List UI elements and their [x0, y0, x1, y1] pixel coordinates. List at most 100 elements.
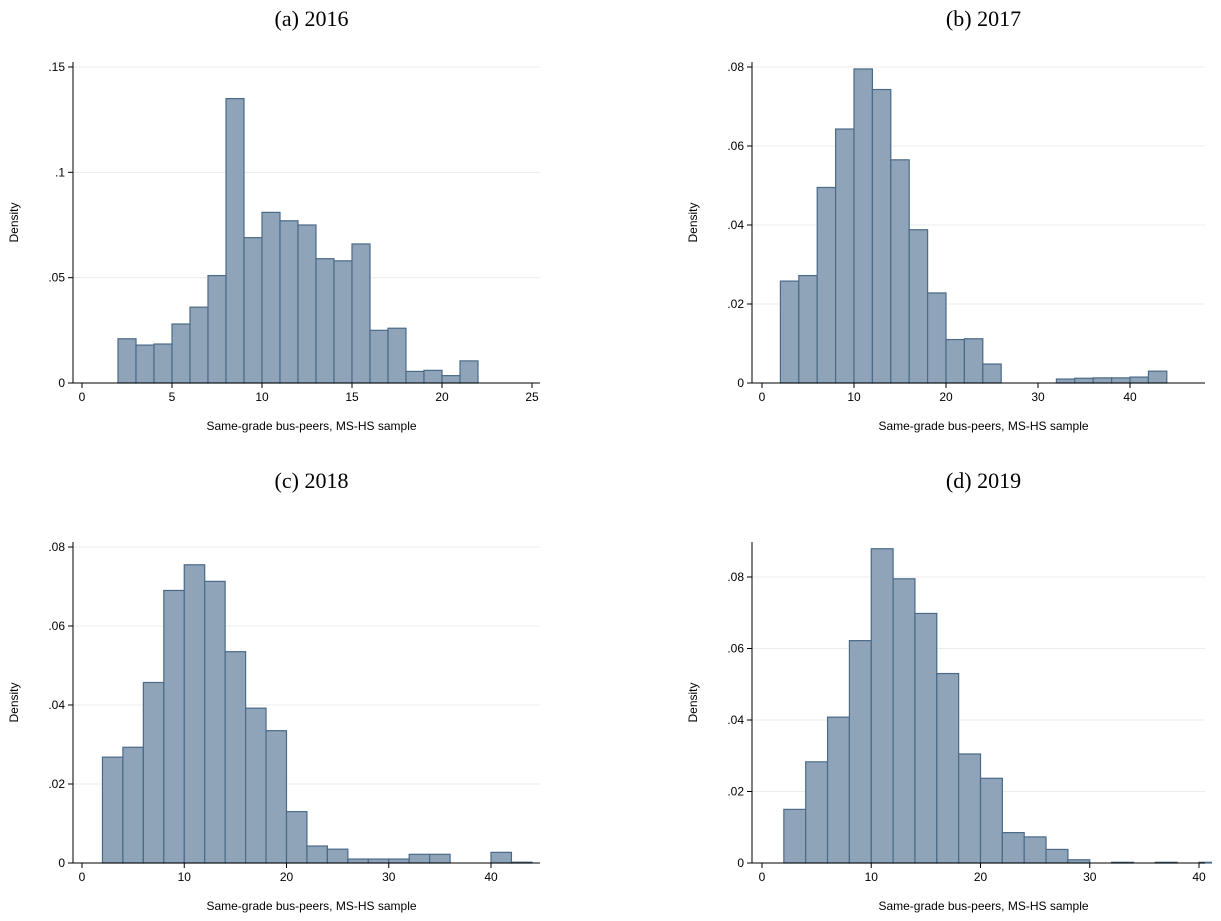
- x-tick-label: 20: [939, 390, 953, 404]
- y-axis-label: Density: [686, 202, 700, 242]
- y-axis-label: Density: [7, 202, 21, 242]
- x-tick-label: 30: [382, 870, 396, 884]
- histogram-bar: [958, 753, 982, 864]
- histogram-bar: [315, 258, 335, 384]
- histogram-bar: [826, 716, 851, 864]
- x-axis-label: Same-grade bus-peers, MS-HS sample: [878, 899, 1088, 913]
- histogram-bar: [936, 672, 960, 864]
- chart-2016: (a) 2016 0 .05 .1 .15 0 5 10 15 20 25 Same-grade bu…: [7, 6, 540, 433]
- x-tick-label: 10: [178, 870, 192, 884]
- histogram-bar: [1147, 370, 1168, 384]
- x-tick-label: 25: [525, 390, 539, 404]
- x-tick-label: 0: [759, 870, 766, 884]
- x-axis-label: Same-grade bus-peers, MS-HS sample: [206, 419, 416, 433]
- x-tick-label: 0: [79, 390, 86, 404]
- y-tick-label: .04: [727, 218, 744, 232]
- x-tick-label: 20: [974, 870, 988, 884]
- y-tick-label: .02: [727, 297, 744, 311]
- histogram-bar: [1023, 836, 1047, 864]
- histogram-bar: [1055, 378, 1076, 384]
- x-tick-label: 20: [435, 390, 449, 404]
- histogram-bar: [779, 280, 800, 384]
- y-tick-label: 0: [737, 376, 744, 390]
- x-tick-label: 10: [865, 870, 879, 884]
- histogram-bar: [387, 327, 407, 384]
- histogram-bar: [306, 845, 329, 864]
- panel-title: (c) 2018: [275, 468, 349, 493]
- x-axis-label: Same-grade bus-peers, MS-HS sample: [206, 899, 416, 913]
- histogram-bar: [892, 578, 916, 864]
- histogram-bar: [890, 159, 910, 384]
- histogram-bar: [388, 858, 410, 864]
- chart-2017: (b) 2017 0 .02 .04 .06 .08 0 10 20 30 40 Same-grade…: [686, 6, 1205, 433]
- histogram-bar: [243, 237, 263, 384]
- histogram-bar: [351, 243, 371, 384]
- histogram-bar: [798, 274, 818, 384]
- x-tick-label: 40: [1192, 870, 1206, 884]
- histogram-bar: [333, 260, 353, 384]
- histogram-bar: [423, 369, 443, 384]
- histogram-bar: [853, 68, 873, 384]
- histogram-bar: [367, 858, 390, 864]
- histogram-bar: [945, 338, 965, 384]
- histogram-bar: [982, 363, 1002, 384]
- x-tick-label: 30: [1083, 870, 1097, 884]
- histogram-bar: [183, 564, 206, 864]
- x-tick-label: 15: [345, 390, 359, 404]
- y-tick-label: .08: [727, 570, 744, 584]
- y-tick-label: .1: [55, 165, 65, 179]
- histogram-panel-2018: (c) 2018 0 .02 .04 .06 .08 0 10 20 30 40 Same-grade…: [0, 462, 600, 917]
- histogram-bar: [347, 858, 369, 864]
- panel-title: (a) 2016: [275, 6, 349, 31]
- y-tick-label: 0: [737, 856, 744, 870]
- histogram-bar: [224, 651, 247, 864]
- histogram-panel-2016: (a) 2016 0 .05 .1 .15 0 5 10 15 20 25 Same-grade bu…: [0, 0, 600, 455]
- histogram-bar: [870, 548, 894, 864]
- x-tick-label: 40: [484, 870, 498, 884]
- x-tick-label: 0: [79, 870, 86, 884]
- y-tick-label: .06: [727, 642, 744, 656]
- y-tick-label: 0: [58, 376, 65, 390]
- y-tick-label: .02: [48, 777, 65, 791]
- histogram-bar: [908, 229, 929, 384]
- panel-title: (b) 2017: [946, 6, 1021, 31]
- histogram-bar: [142, 681, 165, 864]
- y-tick-label: .04: [48, 698, 65, 712]
- histogram-bar: [429, 853, 451, 864]
- histogram-bar: [261, 211, 281, 384]
- histogram-bar: [122, 746, 144, 864]
- histogram-bar: [101, 756, 124, 864]
- histogram-bar: [297, 224, 317, 384]
- histogram-bar: [783, 808, 807, 864]
- histogram-bar: [405, 370, 425, 384]
- histogram-bar: [225, 97, 245, 384]
- histogram-bar: [245, 707, 267, 864]
- y-tick-label: .08: [727, 60, 744, 74]
- y-tick-label: .04: [727, 713, 744, 727]
- x-tick-label: 0: [759, 390, 766, 404]
- histogram-bar: [189, 306, 209, 384]
- histogram-bar: [135, 344, 155, 384]
- histogram-bar: [279, 220, 299, 384]
- histogram-bar: [204, 580, 226, 864]
- x-tick-label: 5: [169, 390, 176, 404]
- histogram-bar: [963, 338, 984, 384]
- y-axis-label: Density: [686, 682, 700, 722]
- histogram-bar: [835, 128, 855, 384]
- histogram-bar: [816, 186, 837, 384]
- y-tick-label: .06: [727, 139, 744, 153]
- histogram-bar: [979, 777, 1003, 864]
- histogram-bar: [805, 761, 829, 864]
- histogram-bar: [1111, 377, 1131, 384]
- chart-2019: (d) 2019 0 .02 .04 .06 .08 0 10 20 30 40 Same-grade…: [686, 468, 1212, 913]
- histogram-bar: [1045, 848, 1069, 864]
- y-axis-label: Density: [7, 682, 21, 722]
- histogram-bar: [171, 323, 191, 384]
- histogram-bar: [265, 730, 288, 864]
- x-tick-label: 40: [1123, 390, 1137, 404]
- histogram-bar: [848, 640, 872, 864]
- histogram-bar: [459, 360, 479, 384]
- x-tick-label: 10: [847, 390, 861, 404]
- y-tick-label: .02: [727, 785, 744, 799]
- histogram-bar: [1001, 832, 1025, 864]
